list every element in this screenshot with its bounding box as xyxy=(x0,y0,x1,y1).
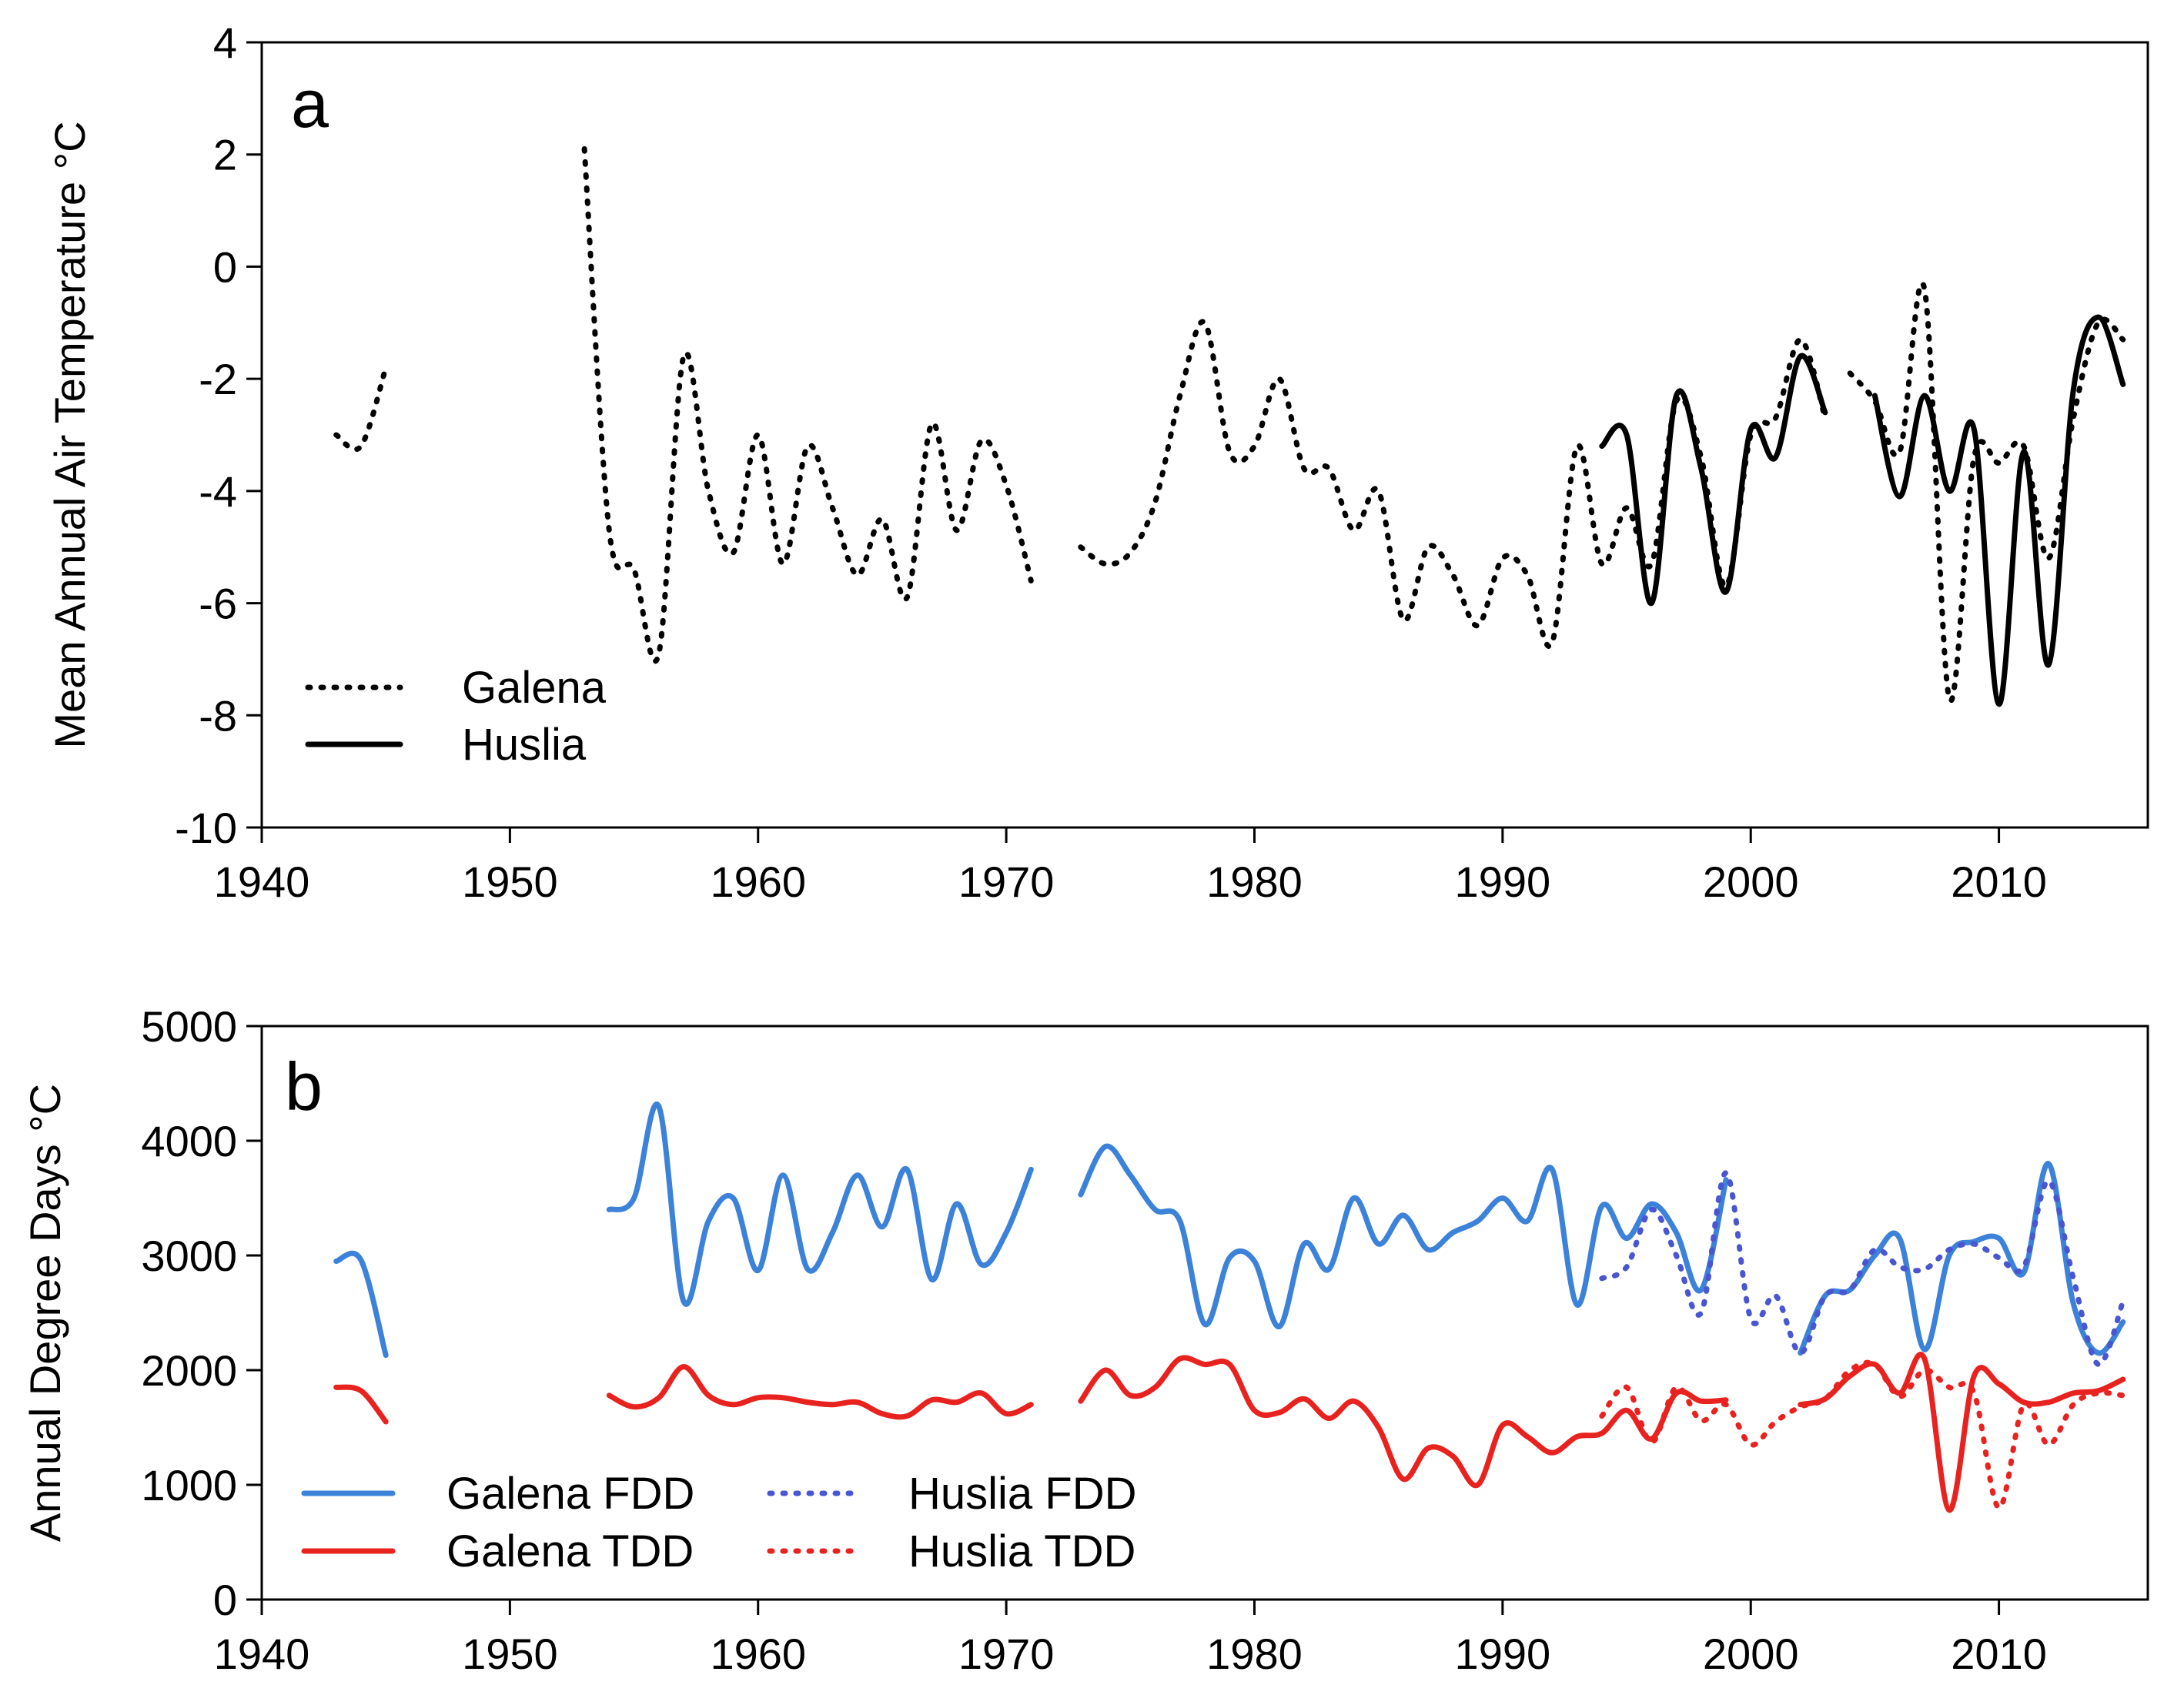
panel-a: 1940 1950 1960 1970 1980 1990 2000 2010 -10 -8 -6 -… xyxy=(45,18,2149,906)
y-tick-label: 5000 xyxy=(141,1002,237,1051)
x-tick-label: 1980 xyxy=(1206,858,1303,906)
series-line-huslia xyxy=(1599,353,1828,607)
x-tick-label: 2010 xyxy=(1951,1630,2047,1678)
y-tick-label: -6 xyxy=(199,580,237,628)
y-tick-label: 3000 xyxy=(141,1232,237,1280)
series-line-galena-fdd xyxy=(1078,1143,1729,1329)
x-tick-label: 2010 xyxy=(1951,858,2047,906)
x-tick-label: 2000 xyxy=(1703,1630,1799,1678)
y-tick-label: 2 xyxy=(213,131,237,179)
legend-label-galena: Galena xyxy=(462,663,607,713)
panel-letter: b xyxy=(285,1048,323,1125)
y-tick-label: 0 xyxy=(213,242,237,291)
series-line-galena-tdd xyxy=(1798,1352,2126,1513)
y-tick-label: -8 xyxy=(199,691,237,740)
x-tick-label: 1980 xyxy=(1206,1630,1303,1678)
panel-b: 1940 1950 1960 1970 1980 1990 2000 2010 0 1000 200… xyxy=(21,1002,2149,1678)
y-tick-label: -2 xyxy=(199,355,237,403)
x-tick-label: 1950 xyxy=(462,858,558,906)
series-line-galena-tdd xyxy=(333,1384,389,1425)
y-tick-label: 4 xyxy=(213,18,237,67)
x-tick-label: 1950 xyxy=(462,1630,558,1678)
legend-label-huslia: Huslia xyxy=(462,720,587,770)
x-tick-label: 1960 xyxy=(710,1630,806,1678)
series-line-galena xyxy=(333,365,389,453)
x-tick-label: 1970 xyxy=(958,858,1055,906)
legend-label-galena-fdd: Galena FDD xyxy=(446,1469,694,1519)
legend-label-galena-tdd: Galena TDD xyxy=(446,1526,694,1576)
y-tick-label: 1000 xyxy=(141,1461,237,1509)
series-line-galena-tdd xyxy=(606,1364,1034,1420)
y-tick-label: 2000 xyxy=(141,1346,237,1395)
x-tick-label: 1970 xyxy=(958,1630,1055,1678)
x-tick-label: 1940 xyxy=(214,1630,310,1678)
x-tick-label: 1990 xyxy=(1455,1630,1551,1678)
panel-letter: a xyxy=(291,65,329,142)
x-tick-label: 2000 xyxy=(1703,858,1799,906)
y-axis-title: Mean Annual Air Temperature °C xyxy=(45,121,94,748)
y-tick-label: -10 xyxy=(175,804,237,852)
plot-frame xyxy=(260,41,2149,829)
series-line-huslia xyxy=(1871,314,2126,707)
plot-frame xyxy=(260,1025,2149,1601)
legend-label-huslia-tdd: Huslia TDD xyxy=(908,1526,1135,1576)
plot-area xyxy=(333,145,2126,707)
x-tick-label: 1960 xyxy=(710,858,806,906)
series-line-huslia-fdd xyxy=(1599,1170,2126,1367)
y-tick-label: 0 xyxy=(213,1576,237,1624)
series-line-galena-tdd xyxy=(1078,1355,1729,1489)
x-tick-label: 1940 xyxy=(214,858,310,906)
y-tick-label: -4 xyxy=(199,467,237,516)
series-line-galena-fdd xyxy=(333,1250,389,1359)
x-tick-label: 1990 xyxy=(1455,858,1551,906)
series-line-galena-fdd xyxy=(606,1102,1034,1307)
series-line-galena xyxy=(1847,280,2126,704)
y-tick-label: 4000 xyxy=(141,1117,237,1165)
series-line-galena xyxy=(581,145,1034,664)
legend-label-huslia-fdd: Huslia FDD xyxy=(908,1469,1137,1519)
y-axis-title: Annual Degree Days °C xyxy=(21,1084,69,1542)
series-line-galena-fdd xyxy=(1798,1161,2126,1356)
plot-area xyxy=(333,1102,2126,1513)
